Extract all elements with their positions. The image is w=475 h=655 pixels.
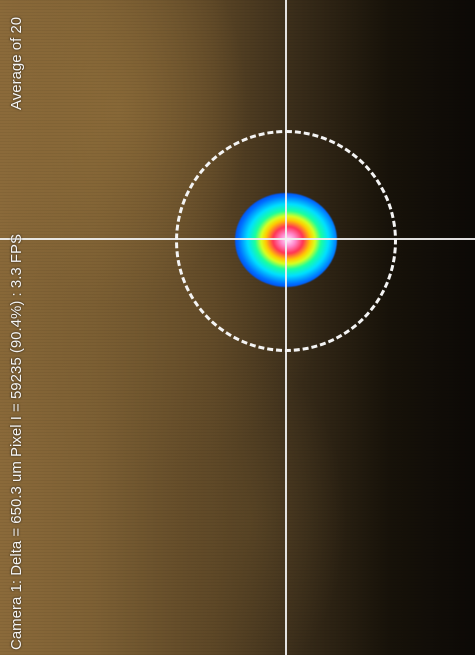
measurement-status-text: Camera 1: Delta = 650.3 um Pixel I = 592… — [8, 233, 25, 650]
average-label: Average of 20 — [8, 16, 25, 110]
crosshair-horizontal[interactable] — [0, 238, 475, 240]
crosshair-vertical[interactable] — [285, 0, 287, 655]
